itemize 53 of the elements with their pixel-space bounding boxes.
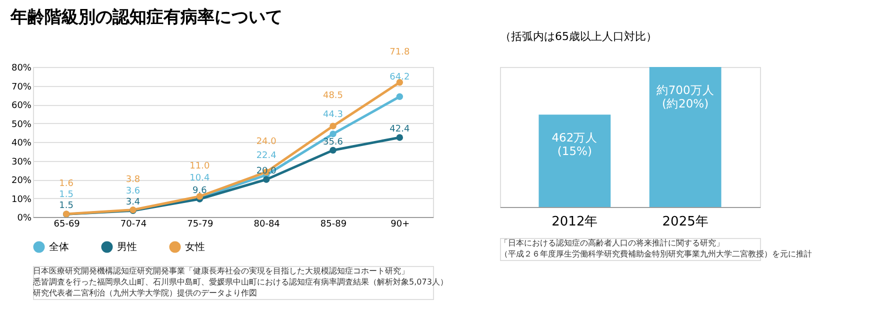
point	[330, 122, 336, 130]
y-tick-label: 10%	[11, 194, 32, 205]
x-tick-label: 75-79	[187, 220, 214, 230]
legend-label: 女性	[185, 241, 205, 253]
point	[330, 130, 336, 138]
x-tick-label: 85-89	[320, 220, 347, 230]
data-label: 3.6	[126, 186, 140, 196]
legend-label: 男性	[117, 241, 137, 253]
data-label: 9.6	[192, 186, 208, 196]
point	[396, 93, 404, 100]
y-tick-label: 70%	[11, 82, 32, 92]
point	[396, 134, 404, 141]
text: （平成２６年度厚生労働科学研究費補助金特別研究事業九州大学二宮教授）を元に推計	[500, 250, 812, 258]
data-label: 24.0	[256, 137, 277, 147]
x-tick-label: 65-69	[54, 220, 80, 230]
chart-title: 年齢階級別の認知症有病率について	[9, 8, 282, 28]
point	[262, 176, 270, 183]
data-label: 22.4	[256, 151, 277, 161]
y-tick-label: 30%	[11, 157, 32, 168]
text: 悉皆調査を行った福岡県久山町、石川県中島町、愛媛県中山町における認知症有病率調査結果（解析対象5,073人）	[32, 278, 448, 286]
data-label: 48.5	[322, 91, 344, 102]
data-label: 20.0	[256, 166, 277, 176]
data-label: 1.5	[59, 190, 74, 200]
data-label: 1.5	[59, 201, 74, 212]
x-tick-label: 2025年	[662, 214, 708, 230]
y-tick-label: 40%	[11, 138, 32, 148]
data-label: 44.3	[322, 110, 344, 120]
y-tick-label: 80%	[11, 64, 32, 74]
data-label: 64.2	[390, 72, 410, 83]
legend-label: 全体	[49, 241, 69, 253]
data-label: 約700万人 (約20%)	[656, 83, 714, 110]
text: 研究代表者二宮利治（九州大学大学院）提供のデータより作図	[33, 288, 257, 298]
data-label: 462万人 (15%)	[552, 130, 598, 158]
y-tick-label: 0%	[17, 214, 32, 224]
data-label: 3.8	[126, 174, 140, 185]
text: 日本医療研究開発機構認知症研究開発事業「健康長寿社会の実現を目指した大規模認知症コホート研究」	[33, 266, 409, 276]
data-label: 35.6	[322, 137, 344, 148]
x-tick-label: 80-84	[254, 220, 280, 230]
data-label: 3.4	[126, 198, 140, 208]
x-tick-label: 70-74	[120, 220, 147, 230]
data-label: 11.0	[190, 161, 210, 172]
y-tick-label: 20%	[11, 176, 32, 186]
data-label: 71.8	[390, 47, 410, 58]
text: 「日本における認知症の高齢者人口の将来推計に関する研究」	[500, 238, 724, 248]
data-label: 1.6	[59, 179, 74, 189]
y-tick-label: 50%	[11, 120, 32, 130]
data-label: 42.4	[390, 124, 410, 134]
x-tick-label: 90+	[390, 220, 410, 230]
y-tick-label: 60%	[11, 101, 32, 111]
point	[330, 146, 336, 154]
chart-title: （括弧内は65歳以上人口対比）	[500, 30, 657, 43]
x-tick-label: 2012年	[552, 214, 598, 230]
data-label: 10.4	[190, 174, 210, 184]
